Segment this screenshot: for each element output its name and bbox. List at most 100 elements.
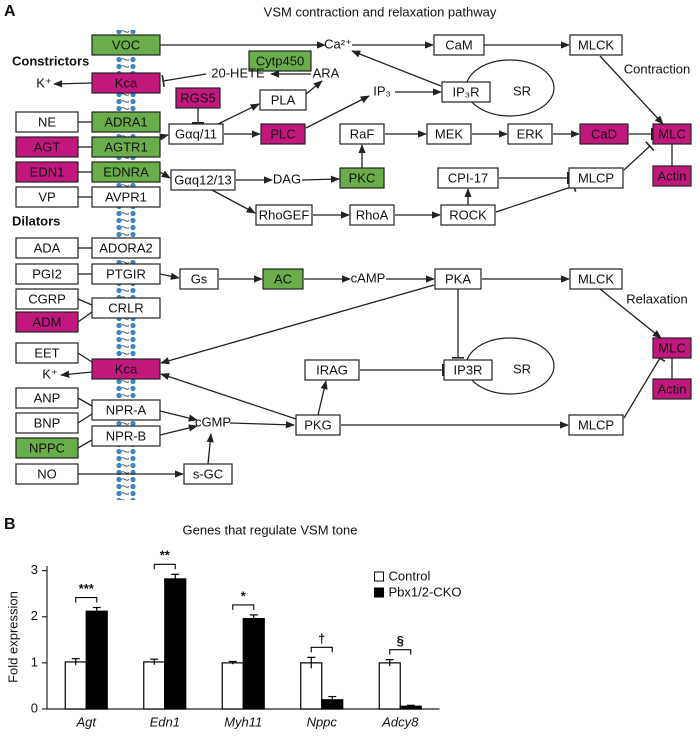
node-label: ADA [34, 240, 61, 255]
node-box [652, 337, 692, 359]
node-label: ERK [517, 126, 544, 141]
bar [64, 661, 87, 710]
node-box [262, 268, 304, 290]
node-label: BNP [34, 415, 61, 430]
molecule-label: K⁺ [36, 75, 52, 90]
node-label: PKG [304, 417, 331, 432]
legend-label: Pbx1/2-CKO [389, 584, 462, 599]
significance-bracket [153, 563, 176, 570]
node-label: EET [34, 345, 59, 360]
node-box [91, 263, 161, 285]
edge [305, 80, 323, 95]
edge [206, 433, 214, 465]
node-box [91, 136, 161, 158]
process-label: Relaxation [626, 291, 687, 306]
node-label: MLC [658, 340, 685, 355]
process-label: Contraction [624, 61, 690, 76]
node-box [569, 268, 623, 290]
node-label: RGS5 [180, 90, 215, 105]
node-label: Actin [658, 168, 687, 183]
bar [378, 662, 401, 710]
node-label: NPR-A [106, 402, 147, 417]
compartment-label: SR [513, 361, 531, 376]
node-box [441, 81, 491, 103]
edge [160, 373, 297, 420]
x-tick-label: Edn1 [150, 714, 180, 729]
molecule-label: ARA [313, 65, 340, 80]
edge [159, 133, 169, 141]
panel-label: A [4, 3, 16, 20]
node-label: PKA [445, 271, 471, 286]
y-tick-label: 2 [31, 608, 38, 623]
node-label: PLC [270, 126, 295, 141]
node-box [349, 204, 395, 226]
node-label: AGT [34, 139, 61, 154]
group-label: Constrictors [12, 53, 89, 68]
molecule-label: cAMP [351, 270, 386, 285]
legend-swatch [374, 571, 384, 582]
node-label: CaM [445, 37, 472, 52]
molecule-label: IP₃ [373, 83, 391, 98]
node-box [91, 186, 161, 208]
edge [159, 170, 171, 179]
significance-bracket [389, 649, 412, 655]
edge [229, 421, 295, 429]
node-label: PKC [349, 170, 376, 185]
node-box [91, 111, 161, 133]
node-label: CPI-17 [448, 170, 488, 185]
significance-bracket [75, 596, 98, 603]
node-label: IP3R [454, 362, 483, 377]
molecule-label: Ca²⁺ [324, 36, 352, 51]
x-tick-label: Nppc [307, 714, 338, 729]
node-box [339, 167, 385, 189]
edge [77, 439, 93, 449]
significance-label: ** [160, 548, 171, 563]
node-label: MLC [658, 126, 685, 141]
node-label: NE [38, 114, 56, 129]
edge [623, 141, 655, 171]
node-box [426, 123, 472, 145]
molecule-label: DAG [273, 171, 301, 186]
node-box [15, 387, 79, 409]
node-label: NO [37, 466, 57, 481]
edge [301, 175, 340, 183]
bar [242, 617, 265, 710]
node-box [248, 50, 312, 72]
node-box [569, 34, 623, 56]
edge [215, 103, 260, 126]
node-label: Gαq12/13 [174, 172, 231, 187]
y-tick-label: 0 [31, 700, 38, 715]
node-label: Kca [115, 75, 138, 90]
node-box [652, 165, 692, 187]
chart-title: Genes that regulate VSM tone [183, 522, 358, 537]
node-box [440, 204, 496, 226]
node-label: MEK [435, 126, 464, 141]
node-label: ANP [34, 390, 61, 405]
edge [317, 380, 328, 416]
node-label: s-GC [193, 466, 223, 481]
node-label: NPR-B [106, 428, 146, 443]
node-box [295, 414, 341, 436]
node-box [15, 161, 79, 183]
bar [300, 662, 323, 710]
node-label: PGI2 [32, 266, 62, 281]
node-box [91, 297, 161, 319]
significance-bracket [310, 646, 333, 653]
x-tick-label: Adcy8 [381, 714, 419, 729]
node-box [652, 123, 692, 145]
significance-bracket [232, 604, 255, 610]
node-label: RhoA [356, 207, 389, 222]
node-box [568, 167, 624, 189]
significance-label: *** [79, 581, 95, 596]
node-box [15, 311, 79, 333]
edge [77, 298, 93, 306]
node-label: VOC [112, 37, 140, 52]
node-box [179, 268, 219, 290]
node-label: ADORA2 [99, 240, 152, 255]
edge [161, 73, 207, 88]
node-label: IRAG [316, 362, 348, 377]
edge [623, 354, 666, 419]
node-box [91, 399, 161, 421]
node-label: EDN1 [30, 164, 65, 179]
edge [159, 424, 198, 436]
